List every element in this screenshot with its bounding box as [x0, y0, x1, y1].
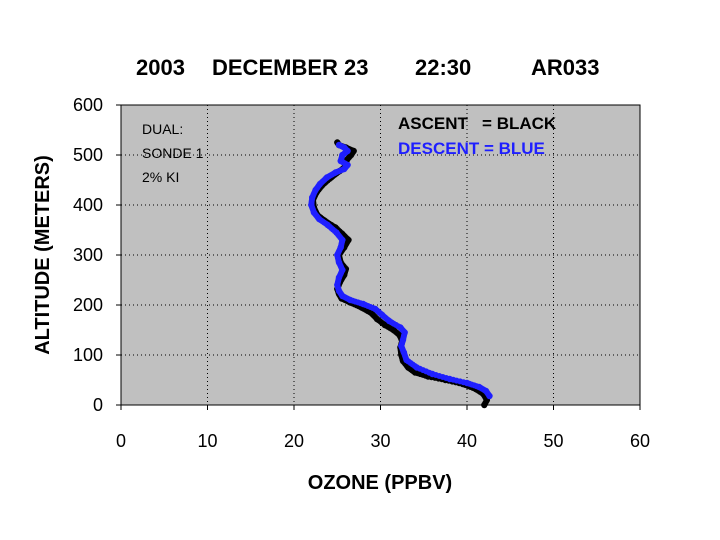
y-tick-label: 500 [73, 145, 103, 165]
legend-ascent: ASCENT = BLACK [398, 114, 557, 133]
y-tick-label: 600 [73, 95, 103, 115]
x-tick-label: 40 [457, 431, 477, 451]
annotation-line-2: SONDE 1 [142, 145, 204, 161]
x-tick-label: 10 [197, 431, 217, 451]
x-tick-label: 20 [284, 431, 304, 451]
grid-lines [121, 105, 640, 405]
title-station: AR033 [531, 55, 599, 80]
y-tick-label: 200 [73, 295, 103, 315]
title-year: 2003 [136, 55, 185, 80]
y-tick-label: 300 [73, 245, 103, 265]
annotation-line-3: 2% KI [142, 169, 179, 185]
y-tick-label: 400 [73, 195, 103, 215]
x-tick-label: 0 [116, 431, 126, 451]
x-axis-title: OZONE (PPBV) [308, 472, 452, 494]
y-tick-label: 100 [73, 345, 103, 365]
x-tick-label: 30 [370, 431, 390, 451]
descent-series [308, 141, 493, 400]
title-date: DECEMBER 23 [212, 55, 368, 80]
data-series [308, 139, 493, 409]
annotation-line-1: DUAL: [142, 121, 183, 137]
data-point [335, 141, 343, 149]
title-time: 22:30 [415, 55, 471, 80]
y-axis-title: ALTITUDE (METERS) [32, 155, 54, 355]
legend-descent: DESCENT = BLUE [398, 139, 545, 158]
x-tick-label: 50 [543, 431, 563, 451]
x-tick-label: 60 [630, 431, 650, 451]
y-tick-label: 0 [93, 395, 103, 415]
